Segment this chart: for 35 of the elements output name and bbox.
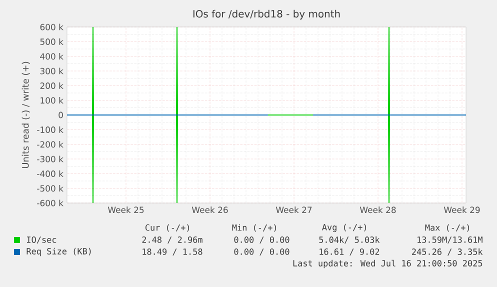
text: Cur (-/+) [146, 224, 190, 232]
y-axis-title: Units read (-) / write (+) [22, 62, 30, 168]
y-tick-label: 100 k [40, 97, 64, 104]
x-tick-label: Week 26 [192, 206, 228, 214]
text: 2.48 / 2.96m [142, 236, 202, 244]
y-tick-label: 500 k [40, 38, 64, 45]
text: Max (-/+) [425, 224, 470, 232]
y-tick-label: -200 k [37, 141, 64, 148]
text: 0.00 / 0.00 [234, 248, 290, 256]
y-tick-label: -100 k [37, 126, 64, 133]
text: 16.61 / 9.02 [320, 248, 380, 256]
y-tick-label: 600 k [40, 24, 64, 30]
y-tick-label: 200 k [40, 82, 64, 89]
text: Last update: Wed Jul 16 21:00:50 2025 [293, 260, 482, 268]
text: 18.49 / 1.58 [142, 248, 202, 256]
x-tick-label: Week 25 [108, 206, 144, 214]
chart-title: IOs for /dev/rbd18 - by month [193, 10, 340, 20]
y-tick-label: -500 k [37, 185, 64, 192]
legend-label: Req Size (KB) [26, 248, 91, 256]
text: 245.26 / 3.35k [412, 248, 483, 256]
y-tick-label: 0 [58, 112, 63, 118]
x-tick-label: Week 27 [276, 206, 312, 214]
x-tick-label: Week 28 [360, 206, 396, 214]
legend-label: IO/sec [27, 236, 56, 244]
text: 5.04k/ 5.03k [319, 236, 380, 244]
text: Avg (-/+) [322, 224, 366, 232]
text: Min (-/+) [232, 224, 276, 232]
y-tick-label: -300 k [37, 156, 64, 162]
y-tick-label: -600 k [37, 200, 64, 206]
y-tick-label: 400 k [40, 53, 64, 60]
text: 0.00 / 0.00 [234, 236, 290, 244]
text: 13.59M/13.61M [418, 236, 482, 244]
y-tick-label: 300 k [40, 68, 64, 74]
x-tick-label: Week 29 [444, 206, 480, 214]
y-tick-label: -400 k [37, 170, 64, 177]
